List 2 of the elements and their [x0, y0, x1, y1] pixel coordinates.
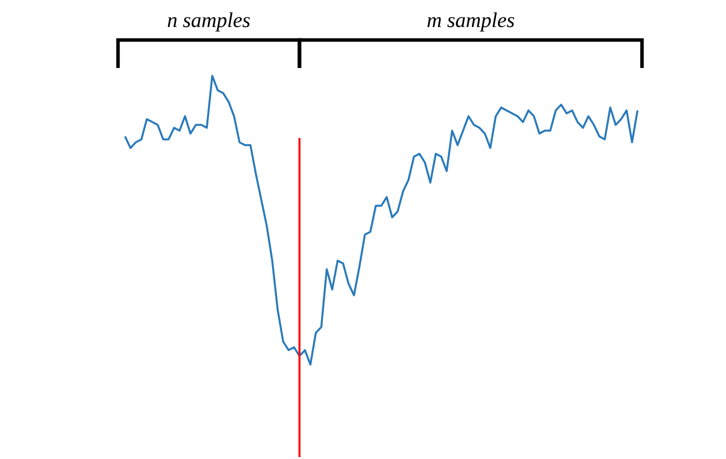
- text: m samples: [427, 12, 514, 32]
- text: n samples: [168, 12, 250, 32]
